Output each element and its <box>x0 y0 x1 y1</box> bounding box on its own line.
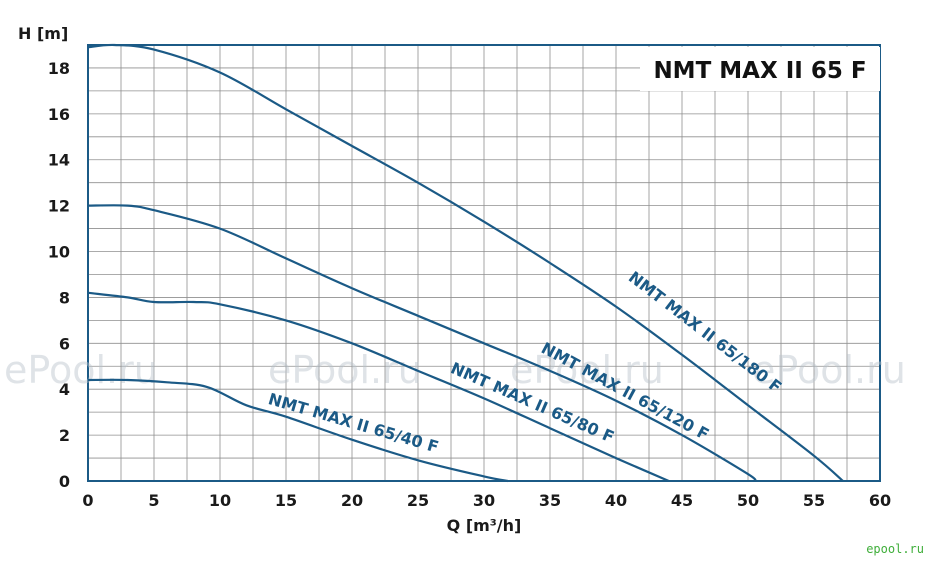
y-tick-label: 6 <box>59 334 70 353</box>
tick-labels: 0 5 10 15 20 25 30 35 40 45 50 55 60 0 2 4 6 8 10 12 14 16 18 <box>48 59 891 510</box>
y-tick-label: 2 <box>59 426 70 445</box>
chart-grid <box>87 44 881 482</box>
corner-watermark: epool.ru <box>866 542 924 556</box>
x-tick-label: 5 <box>148 491 159 510</box>
series-line <box>87 378 509 483</box>
x-tick-label: 35 <box>539 491 561 510</box>
curve-label: NMT MAX II 65/40 F <box>266 389 441 456</box>
series-line <box>87 204 757 482</box>
y-tick-label: 8 <box>59 288 70 307</box>
x-tick-label: 50 <box>737 491 759 510</box>
y-axis-label: H [m] <box>18 24 68 43</box>
chart-title: NMT MAX II 65 F <box>653 58 866 84</box>
watermark-text: ePool.ru <box>4 348 158 392</box>
y-tick-label: 16 <box>48 105 70 124</box>
y-tick-label: 10 <box>48 243 70 262</box>
watermarks: ePool.ru ePool.ru ePool.ru ePool.ru <box>4 348 906 392</box>
curves <box>87 43 844 483</box>
x-tick-label: 25 <box>407 491 429 510</box>
x-tick-label: 55 <box>803 491 825 510</box>
y-tick-label: 12 <box>48 197 70 216</box>
series-line <box>87 43 844 482</box>
watermark-text: ePool.ru <box>268 348 422 392</box>
x-tick-label: 20 <box>341 491 363 510</box>
x-tick-label: 45 <box>671 491 693 510</box>
watermark-text: ePool.ru <box>752 348 906 392</box>
x-tick-label: 0 <box>82 491 93 510</box>
y-tick-label: 4 <box>59 380 70 399</box>
y-tick-label: 0 <box>59 472 70 491</box>
title-box: NMT MAX II 65 F <box>640 47 880 91</box>
y-tick-label: 14 <box>48 151 70 170</box>
x-tick-label: 30 <box>473 491 495 510</box>
x-tick-label: 40 <box>605 491 627 510</box>
x-tick-label: 15 <box>275 491 297 510</box>
x-tick-label: 10 <box>209 491 231 510</box>
watermark-text: ePool.ru <box>510 348 664 392</box>
series-line <box>87 291 670 483</box>
x-tick-label: 60 <box>869 491 891 510</box>
x-axis-label: Q [m³/h] <box>447 516 522 535</box>
plot-frame <box>87 44 881 482</box>
y-tick-label: 18 <box>48 59 70 78</box>
